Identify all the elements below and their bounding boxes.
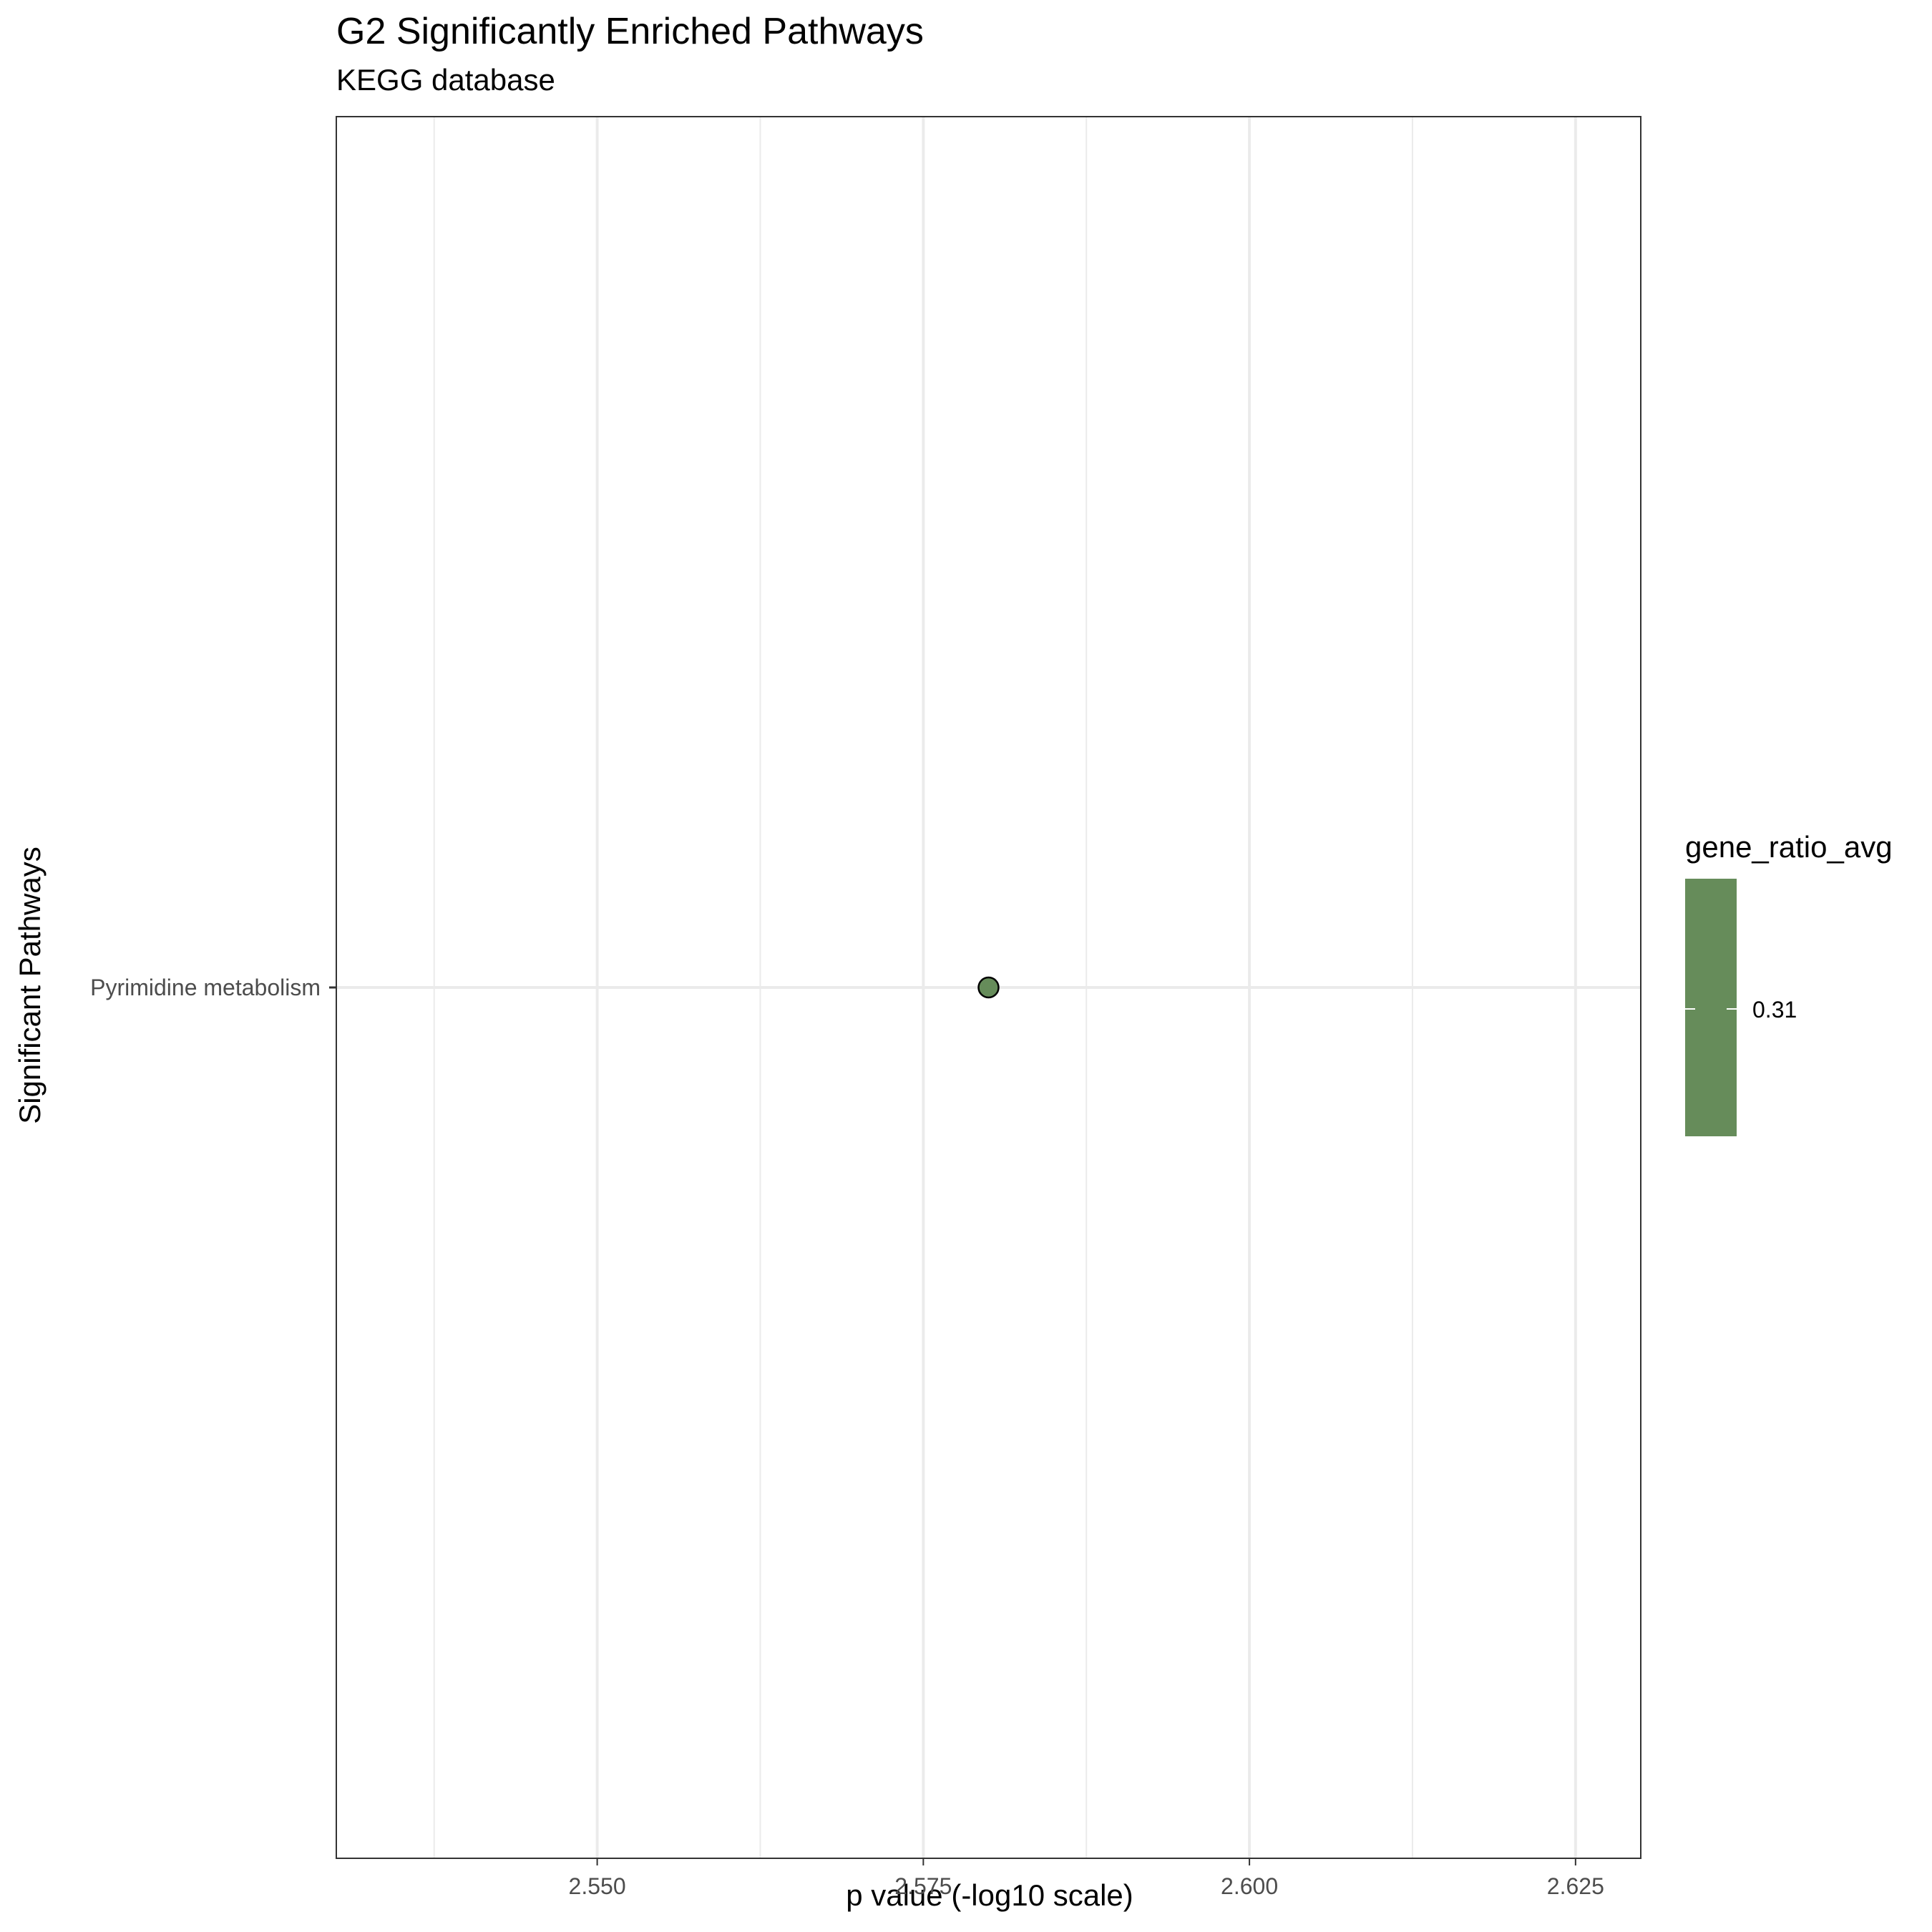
x-tick-label: 2.575 [894,1873,952,1899]
legend-colorbar [1685,879,1737,1136]
data-point [977,976,1000,999]
legend-tick-label: 0.31 [1752,997,1797,1023]
x-axis-title: p value (-log10 scale) [846,1878,1133,1912]
y-tick-label: Pyrimidine metabolism [90,975,321,1000]
legend-title: gene_ratio_avg [1685,830,1893,864]
x-tick-label: 2.625 [1547,1873,1604,1899]
x-tick-label: 2.600 [1221,1873,1278,1899]
chart-title: G2 Significantly Enriched Pathways [336,11,924,52]
x-tick-label: 2.550 [569,1873,626,1899]
chart-subtitle: KEGG database [336,63,555,97]
